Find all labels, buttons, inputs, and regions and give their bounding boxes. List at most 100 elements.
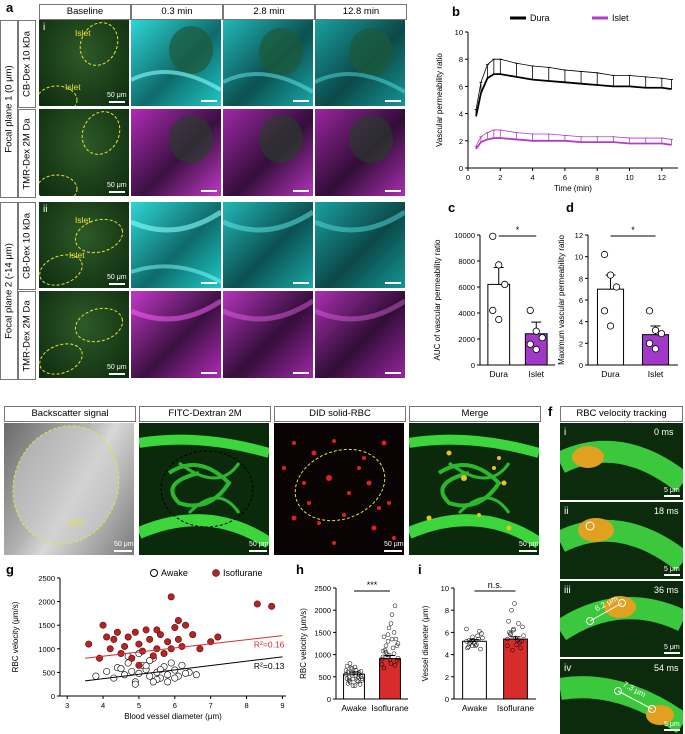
data-point — [386, 625, 392, 631]
y-tick-label: 4 — [445, 651, 449, 660]
data-point — [508, 631, 513, 636]
data-point — [142, 662, 150, 670]
scale-bar-label: 5 μm — [664, 644, 680, 651]
data-point — [160, 650, 168, 658]
data-point — [516, 621, 521, 626]
scale-bar — [385, 372, 401, 374]
y-tick-label: 2 — [445, 673, 449, 682]
image-f-frame-ii: ii 18 ms 5 μm — [560, 502, 683, 579]
y-tick-label: 2000 — [314, 606, 331, 615]
column-header-baseline: Baseline — [39, 4, 131, 20]
category-label: Awake — [341, 703, 367, 713]
fit-r2-label: R²=0.16 — [254, 640, 285, 650]
y-tick-label: 8 — [579, 274, 583, 283]
panel-label-f: f — [548, 404, 553, 419]
data-point — [103, 633, 111, 641]
image-a-r4-12-8 — [315, 291, 405, 378]
x-tick-label: 6 — [173, 701, 177, 710]
bar — [343, 673, 365, 700]
data-point — [131, 680, 139, 688]
chart-c: 0 2000 4000 6000 8000 10000 AUC of vascular pe… — [433, 225, 555, 379]
scale-bar — [664, 729, 680, 731]
scale-bar — [664, 495, 680, 497]
data-point — [519, 639, 524, 644]
data-point — [156, 631, 164, 639]
data-point — [385, 632, 391, 637]
data-point — [167, 659, 175, 667]
data-point — [103, 667, 111, 675]
data-point — [514, 642, 519, 647]
y-tick-label: 0 — [579, 361, 583, 370]
column-header-2-8min: 2.8 min — [223, 4, 315, 20]
scale-bar-label: 50 μm — [107, 364, 127, 371]
panel-label-i: i — [418, 562, 422, 577]
islet-label: Islet — [68, 517, 84, 527]
data-point — [359, 676, 365, 681]
legend-label: Isoflurane — [223, 568, 263, 578]
data-point — [532, 345, 540, 353]
data-point — [510, 647, 515, 653]
data-point — [149, 652, 157, 660]
data-point — [380, 648, 386, 654]
data-point — [182, 621, 190, 629]
data-point — [475, 633, 480, 638]
scale-bar — [519, 550, 537, 552]
data-point — [532, 327, 540, 335]
data-point — [379, 662, 385, 667]
image-a-r3-12-8 — [315, 202, 405, 288]
channel-label-tmr-dex-1: TMR-Dex 2M Da — [18, 109, 36, 198]
chart-h: 0 500 1000 1500 2000 2500 RBC velocity (μm/s) A… — [299, 580, 409, 713]
y-tick-label: 4 — [459, 110, 463, 119]
data-point — [470, 634, 475, 640]
chart-b: 0 2 4 6 8 10 0 2 4 6 8 10 12 Time (min) Vascular perme… — [435, 13, 678, 193]
y-tick-label: 4000 — [458, 309, 475, 318]
data-point — [518, 645, 523, 651]
data-point — [174, 616, 182, 624]
image-a-r4-2-8 — [223, 291, 313, 378]
y-tick-label: 2000 — [38, 598, 55, 607]
data-point — [353, 667, 359, 673]
data-point — [381, 634, 387, 640]
roman-ii: ii — [43, 204, 48, 215]
focal-plane-1-label: Focal plane 1 (0 μm) — [0, 20, 18, 198]
y-axis-label: AUC of vascular permeability ratio — [433, 239, 442, 360]
scale-bar — [201, 100, 217, 102]
islet-label: Islet — [75, 215, 91, 225]
data-point — [171, 674, 179, 682]
frame-time: 0 ms — [654, 427, 674, 437]
data-point — [526, 306, 534, 315]
data-point — [178, 661, 186, 669]
category-label: Islet — [528, 369, 544, 379]
data-point — [506, 619, 511, 624]
scale-bar-label: 50 μm — [107, 182, 127, 189]
chart-g: 0 500 1000 1500 2000 2500 3 4 5 6 7 8 9 Blood vessel … — [11, 568, 286, 721]
column-header-12-8min: 12.8 min — [315, 4, 407, 20]
frame-roman: i — [564, 427, 567, 438]
data-point — [391, 651, 397, 656]
data-point — [92, 672, 100, 680]
data-point — [507, 630, 512, 635]
image-a-r2-baseline: 50 μm — [39, 109, 129, 196]
scale-bar — [293, 372, 309, 374]
channel-label-tmr-dex-2: TMR-Dex 2M Da — [18, 291, 36, 380]
scale-bar-label: 5 μm — [664, 487, 680, 494]
data-point — [505, 643, 510, 648]
scale-bar — [293, 190, 309, 192]
x-tick-label: 7 — [209, 701, 213, 710]
data-point — [350, 683, 356, 688]
panel-f-header: RBC velocity tracking — [560, 406, 683, 422]
data-point — [381, 665, 387, 671]
data-point — [121, 671, 129, 679]
x-axis-label: Time (min) — [554, 184, 592, 193]
data-point — [600, 250, 609, 259]
data-point — [350, 676, 356, 682]
chart-d: 0 2 4 6 8 10 12 Maximum vascular permeability r… — [557, 225, 678, 379]
data-point — [464, 626, 469, 632]
data-point — [468, 640, 473, 645]
scale-bar — [249, 550, 267, 552]
data-point — [349, 666, 355, 672]
image-a-r1-12-8 — [315, 20, 405, 106]
y-tick-label: 10 — [575, 253, 583, 262]
data-point — [345, 681, 351, 686]
data-point — [380, 654, 386, 660]
